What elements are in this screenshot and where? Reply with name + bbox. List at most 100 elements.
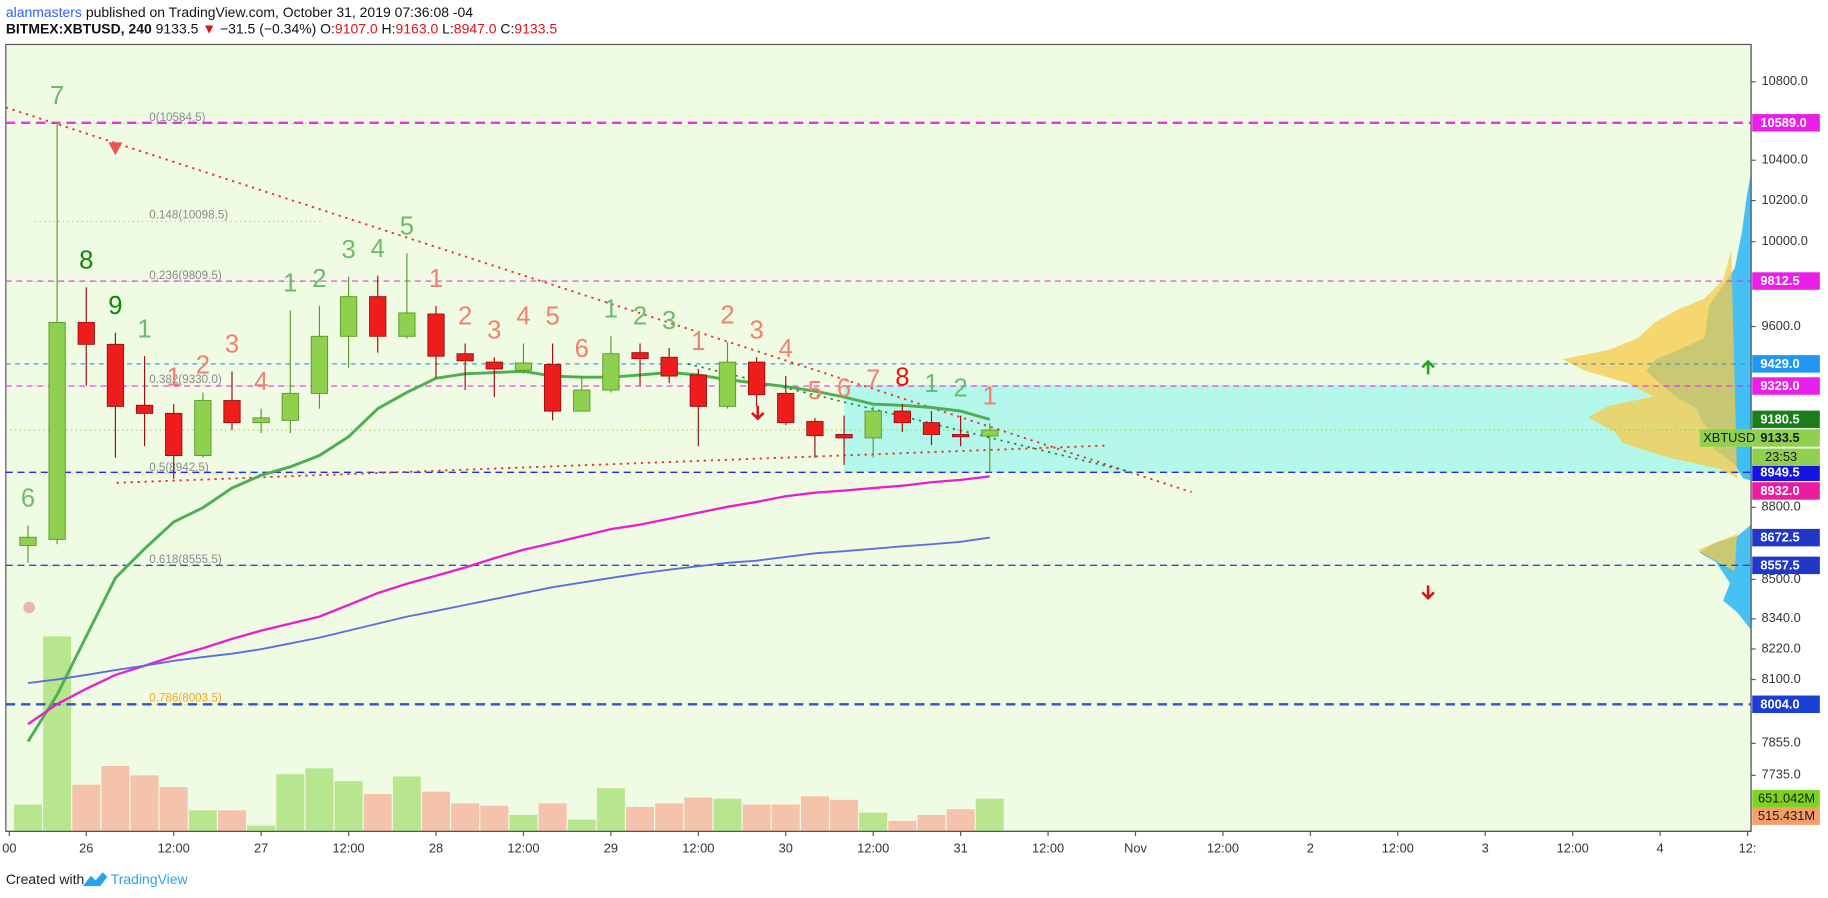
- candle-body: [281, 392, 299, 421]
- td-count: 8: [79, 246, 93, 274]
- x-tick-label: 12:00: [1382, 840, 1414, 855]
- x-tick-label: 29: [604, 840, 618, 855]
- volume-bar: [946, 809, 975, 832]
- td-count: 6: [575, 335, 589, 363]
- author[interactable]: alanmasters: [6, 4, 82, 20]
- volume-bar: [917, 815, 946, 832]
- price-label-bg: [1752, 272, 1820, 290]
- volume-label-bg: [1752, 807, 1820, 825]
- candle-body: [485, 361, 503, 370]
- x-tick-label: 12:00: [333, 840, 365, 855]
- candle-body: [777, 392, 795, 424]
- open-label: O:: [320, 20, 335, 36]
- fib-label: 0.618(8555.5): [149, 553, 222, 566]
- x-tick-label: 12:00: [1032, 840, 1064, 855]
- td-count: 5: [400, 213, 414, 241]
- td-count: 3: [225, 330, 239, 358]
- price-label: 9329.0: [1760, 378, 1799, 393]
- moving-average: [26, 369, 991, 743]
- td-count: 1: [167, 363, 181, 391]
- y-tick-label: 9600.0: [1762, 318, 1801, 333]
- close-label: C:: [500, 20, 514, 36]
- y-tick-label: 10400.0: [1762, 152, 1808, 167]
- volume-bar: [567, 819, 596, 832]
- trend-line-upper: [5, 106, 1192, 494]
- countdown: 23:53: [1765, 449, 1797, 464]
- candle-body: [19, 536, 37, 546]
- axis-layer: 10800.0 10400.0 10200.0 10000.0 9600.0 8800.0…: [2, 44, 1820, 855]
- td-count: 2: [953, 375, 967, 403]
- candle-body: [77, 321, 95, 345]
- fib-label: 0.236(9809.5): [149, 269, 222, 282]
- price-label-bg: [1752, 556, 1820, 575]
- price-label: 9133.5: [1760, 430, 1799, 445]
- td-count: 4: [254, 368, 268, 396]
- volume-bar: [422, 791, 451, 832]
- x-tick-label: 31: [953, 840, 967, 855]
- price-label-bg: [1752, 695, 1820, 714]
- volume-bar: [13, 804, 42, 832]
- candle-body: [835, 433, 853, 439]
- low-label: L:: [442, 20, 454, 36]
- x-tick-label: 12:00: [682, 840, 714, 855]
- y-tick-label: 8220.0: [1762, 640, 1801, 655]
- td-count: 2: [312, 265, 326, 293]
- fib-label: 0(10584.5): [149, 111, 205, 124]
- volume-profile-low-up: [1697, 534, 1738, 572]
- fib-label: 0.5(8942.5): [149, 461, 209, 474]
- td-count: 4: [371, 235, 385, 263]
- price-label: 8672.5: [1760, 530, 1799, 545]
- high-value: 9163.0: [396, 20, 439, 36]
- x-tick-label: 12:00: [158, 840, 190, 855]
- volume-label-bg: [1752, 789, 1820, 808]
- candle-body: [456, 353, 474, 362]
- candle-body: [952, 433, 970, 438]
- event-marker: [23, 601, 35, 614]
- candle-body: [514, 362, 533, 371]
- volume-bar: [771, 804, 800, 832]
- down-arrow-small: [751, 405, 765, 421]
- change-arrow: ▼: [202, 20, 216, 36]
- trend-line-lower: [116, 444, 1108, 484]
- volume-bar: [859, 812, 888, 832]
- volume-bar: [276, 774, 305, 832]
- header-line-1: alanmasters published on TradingView.com…: [6, 4, 473, 20]
- low-value: 8947.0: [454, 20, 497, 36]
- volume-bar: [334, 781, 363, 832]
- candle-body: [106, 343, 125, 407]
- price-label-bg: [1752, 429, 1820, 447]
- y-tick-label: 7855.0: [1762, 735, 1801, 750]
- price-label: 9180.5: [1760, 411, 1799, 426]
- price-label: 9812.5: [1760, 273, 1799, 288]
- x-tick-label: 3: [1482, 840, 1489, 855]
- brand-logo: [82, 872, 108, 887]
- x-tick-label: 26: [79, 840, 93, 855]
- footer-brand[interactable]: TradingView: [111, 871, 189, 887]
- candle-body: [718, 361, 737, 407]
- y-tick-label: 10800.0: [1762, 73, 1808, 88]
- candle-body: [194, 400, 212, 457]
- x-tick-label: 12:00: [857, 840, 889, 855]
- volume-bar: [72, 784, 101, 832]
- y-tick-label: 7735.0: [1762, 767, 1801, 782]
- y-tick-label: 10000.0: [1762, 233, 1808, 248]
- byline: published on TradingView.com, October 31…: [86, 4, 473, 20]
- moving-average: [27, 475, 990, 726]
- td-count: 2: [196, 352, 210, 380]
- volume-bar: [830, 799, 859, 832]
- x-tick-label: 00: [2, 840, 16, 855]
- candle-body: [602, 353, 620, 391]
- down-arrow: [1421, 585, 1435, 601]
- volume-bar: [888, 820, 917, 832]
- y-tick-label: 8800.0: [1762, 499, 1801, 514]
- x-tick-label: 30: [779, 840, 793, 855]
- up-arrow: [1421, 359, 1435, 375]
- candle-body: [165, 412, 183, 457]
- candle-body: [48, 321, 66, 540]
- x-tick-label: 12:: [1739, 840, 1757, 855]
- price-label: 10589.0: [1760, 115, 1806, 130]
- volume-bar: [509, 815, 538, 832]
- fib-label: 0.148(10098.5): [149, 209, 228, 222]
- candle-body: [981, 429, 999, 437]
